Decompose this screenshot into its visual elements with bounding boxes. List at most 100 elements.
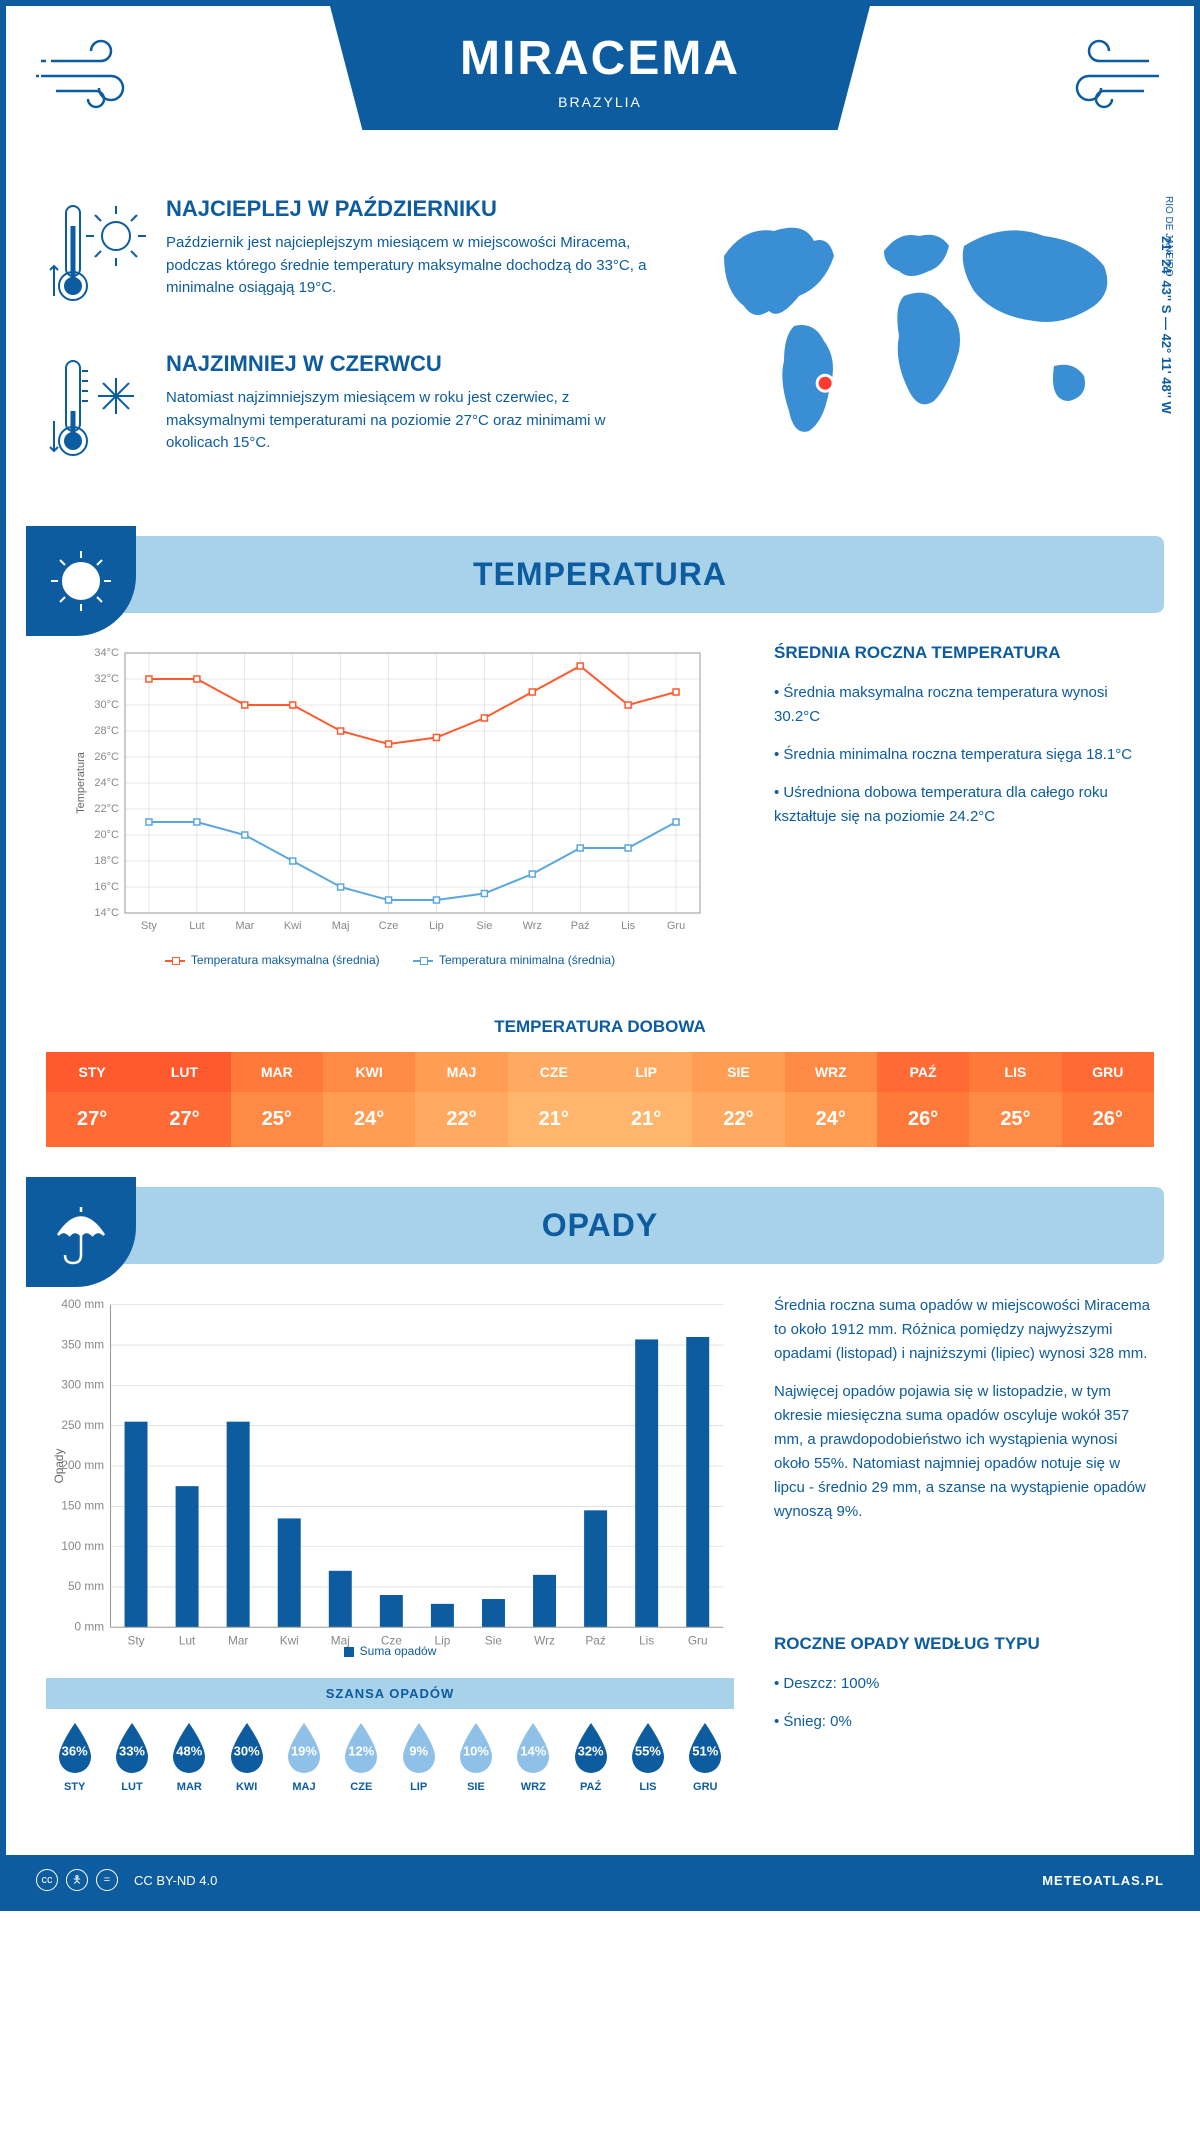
chance-value: 30%: [234, 1743, 260, 1758]
daily-value: 24°: [785, 1092, 877, 1147]
raindrop-icon: 10%: [454, 1721, 498, 1775]
svg-text:Gru: Gru: [667, 920, 685, 932]
chance-col: 30%KWI: [218, 1721, 275, 1793]
svg-text:Lut: Lut: [179, 1633, 196, 1647]
section-title: OPADY: [76, 1207, 1124, 1244]
raindrop-icon: 14%: [511, 1721, 555, 1775]
raindrop-icon: 36%: [53, 1721, 97, 1775]
svg-text:200 mm: 200 mm: [61, 1458, 104, 1472]
chance-value: 32%: [578, 1743, 604, 1758]
bytype-item: • Deszcz: 100%: [774, 1672, 1154, 1696]
nd-icon: =: [96, 1869, 118, 1891]
daily-value: 26°: [877, 1092, 969, 1147]
daily-col: PAŹ26°: [877, 1052, 969, 1147]
legend-label: Temperatura minimalna (średnia): [439, 953, 615, 967]
chance-value: 33%: [119, 1743, 145, 1758]
daily-value: 22°: [415, 1092, 507, 1147]
page-footer: cc 🯅 = CC BY-ND 4.0 METEOATLAS.PL: [6, 1855, 1194, 1905]
svg-text:Maj: Maj: [332, 920, 350, 932]
daily-month: CZE: [508, 1052, 600, 1092]
warmest-title: NAJCIEPLEJ W PAŹDZIERNIKU: [166, 196, 664, 222]
raindrop-icon: 19%: [282, 1721, 326, 1775]
raindrop-icon: 51%: [683, 1721, 727, 1775]
chance-month: STY: [46, 1781, 103, 1793]
daily-value: 22°: [692, 1092, 784, 1147]
chance-month: LIP: [390, 1781, 447, 1793]
svg-text:Lip: Lip: [435, 1633, 451, 1647]
section-title: TEMPERATURA: [76, 556, 1124, 593]
svg-text:Lut: Lut: [189, 920, 204, 932]
chance-value: 55%: [635, 1743, 661, 1758]
chance-month: MAJ: [275, 1781, 332, 1793]
chance-col: 12%CZE: [333, 1721, 390, 1793]
chance-col: 14% WRZ: [505, 1721, 562, 1793]
city-name: MIRACEMA: [330, 31, 870, 86]
daily-col: CZE21°: [508, 1052, 600, 1147]
chance-month: MAR: [161, 1781, 218, 1793]
chance-value: 9%: [409, 1743, 428, 1758]
cc-icon: cc: [36, 1869, 58, 1891]
svg-text:34°C: 34°C: [94, 647, 119, 659]
daily-col: WRZ24°: [785, 1052, 877, 1147]
chance-value: 48%: [176, 1743, 202, 1758]
raindrop-icon: 9%: [397, 1721, 441, 1775]
temperature-section-header: TEMPERATURA: [36, 536, 1164, 613]
bytype-item: • Śnieg: 0%: [774, 1710, 1154, 1734]
chance-month: SIE: [447, 1781, 504, 1793]
daily-temp-title: TEMPERATURA DOBOWA: [6, 1017, 1194, 1037]
svg-text:Sty: Sty: [127, 1633, 144, 1647]
svg-text:Sie: Sie: [476, 920, 492, 932]
svg-text:400 mm: 400 mm: [61, 1297, 104, 1311]
daily-temp-table: STY27°LUT27°MAR25°KWI24°MAJ22°CZE21°LIP2…: [46, 1052, 1154, 1147]
chance-value: 36%: [62, 1743, 88, 1758]
license-label: CC BY-ND 4.0: [134, 1873, 217, 1888]
daily-col: MAR25°: [231, 1052, 323, 1147]
svg-text:20°C: 20°C: [94, 829, 119, 841]
chance-month: WRZ: [505, 1781, 562, 1793]
daily-month: PAŹ: [877, 1052, 969, 1092]
svg-text:300 mm: 300 mm: [61, 1378, 104, 1392]
chance-col: 19% MAJ: [275, 1721, 332, 1793]
svg-text:16°C: 16°C: [94, 881, 119, 893]
chance-month: LIS: [619, 1781, 676, 1793]
daily-col: LIP21°: [600, 1052, 692, 1147]
temperature-legend: Temperatura maksymalna (średnia) Tempera…: [46, 953, 734, 967]
daily-col: SIE22°: [692, 1052, 784, 1147]
precip-text-2: Najwięcej opadów pojawia się w listopadz…: [774, 1380, 1154, 1524]
highlights-section: NAJCIEPLEJ W PAŹDZIERNIKU Październik je…: [6, 176, 1194, 536]
svg-text:0 mm: 0 mm: [75, 1619, 105, 1633]
warmest-block: NAJCIEPLEJ W PAŹDZIERNIKU Październik je…: [46, 196, 664, 321]
daily-col: MAJ22°: [415, 1052, 507, 1147]
raindrop-icon: 33%: [110, 1721, 154, 1775]
svg-text:Paź: Paź: [571, 920, 590, 932]
svg-text:Temperatura: Temperatura: [75, 751, 87, 814]
daily-value: 27°: [46, 1092, 138, 1147]
svg-text:Cze: Cze: [381, 1633, 402, 1647]
chance-month: LUT: [103, 1781, 160, 1793]
raindrop-icon: 48%: [167, 1721, 211, 1775]
coords-label: 21° 24' 43'' S — 42° 11' 48'' W: [1159, 236, 1174, 414]
daily-col: KWI24°: [323, 1052, 415, 1147]
chance-col: 9% LIP: [390, 1721, 447, 1793]
license-block: cc 🯅 = CC BY-ND 4.0: [36, 1869, 217, 1891]
svg-text:22°C: 22°C: [94, 803, 119, 815]
title-banner: MIRACEMA BRAZYLIA: [330, 6, 870, 130]
daily-value: 24°: [323, 1092, 415, 1147]
svg-text:Lis: Lis: [639, 1633, 654, 1647]
summary-item: • Średnia minimalna roczna temperatura s…: [774, 743, 1154, 767]
chance-col: 55% LIS: [619, 1721, 676, 1793]
daily-value: 26°: [1062, 1092, 1154, 1147]
svg-text:Maj: Maj: [331, 1633, 350, 1647]
chance-value: 51%: [692, 1743, 718, 1758]
precipitation-summary: Średnia roczna suma opadów w miejscowośc…: [774, 1294, 1154, 1825]
chance-title: SZANSA OPADÓW: [46, 1678, 734, 1709]
precip-chance-box: SZANSA OPADÓW 36% STY 33% LUT 48% MAR30%KWI19…: [46, 1678, 734, 1805]
daily-month: SIE: [692, 1052, 784, 1092]
legend-label: Temperatura maksymalna (średnia): [191, 953, 380, 967]
svg-text:Lis: Lis: [621, 920, 636, 932]
temperature-summary: ŚREDNIA ROCZNA TEMPERATURA • Średnia mak…: [774, 643, 1154, 967]
wind-icon: [36, 31, 156, 126]
daily-col: STY27°: [46, 1052, 138, 1147]
coldest-block: NAJZIMNIEJ W CZERWCU Natomiast najzimnie…: [46, 351, 664, 476]
chance-value: 10%: [463, 1743, 489, 1758]
